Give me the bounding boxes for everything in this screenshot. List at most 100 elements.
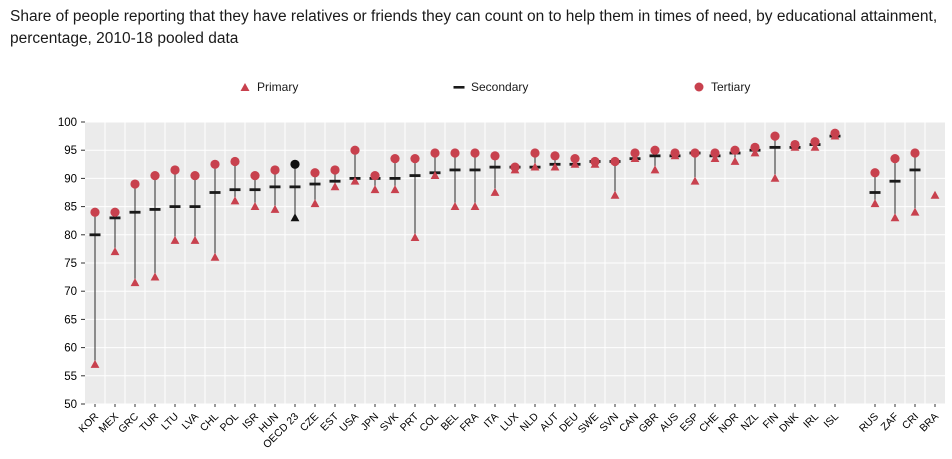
tertiary-circle-marker xyxy=(870,168,880,178)
x-tick-label: LVA xyxy=(180,411,201,432)
tertiary-circle-marker xyxy=(750,142,760,152)
primary-triangle-marker xyxy=(630,154,640,163)
x-tick-label: NLD xyxy=(518,410,542,434)
primary-triangle-marker xyxy=(490,187,500,196)
primary-triangle-marker xyxy=(150,272,160,281)
country-nzl xyxy=(749,142,761,157)
tertiary-circle-icon xyxy=(692,81,706,93)
secondary-dash-marker xyxy=(249,188,261,192)
tertiary-circle-marker xyxy=(530,148,540,158)
primary-triangle-marker xyxy=(450,202,460,210)
secondary-dash-marker xyxy=(769,145,781,149)
y-tick-label: 65 xyxy=(64,314,77,326)
country-aut xyxy=(549,151,561,171)
x-tick-label: ITA xyxy=(482,411,501,430)
primary-triangle-marker xyxy=(710,154,720,163)
secondary-dash-marker xyxy=(389,177,401,180)
primary-triangle-marker xyxy=(890,213,900,222)
country-ita xyxy=(489,151,501,196)
x-tick-label: KOR xyxy=(77,410,102,435)
tertiary-circle-marker xyxy=(90,207,100,217)
x-tick-label: EST xyxy=(318,410,341,433)
primary-triangle-marker xyxy=(110,247,120,256)
country-svk xyxy=(389,154,401,194)
country-can xyxy=(629,148,641,163)
tertiary-circle-marker xyxy=(690,148,700,158)
primary-triangle-marker xyxy=(930,190,940,199)
primary-triangle-marker xyxy=(570,159,580,168)
secondary-dash-marker xyxy=(149,208,161,211)
x-tick-label: CZE xyxy=(298,411,321,434)
x-tick-label: CRI xyxy=(900,411,921,432)
x-tick-label: CHL xyxy=(198,411,221,434)
tertiary-circle-marker xyxy=(230,156,240,167)
y-axis: 50 55 60 65 70 75 80 85 90 95 100 xyxy=(58,117,85,411)
country-deu xyxy=(569,154,581,168)
legend-item-secondary: Secondary xyxy=(452,80,528,94)
primary-triangle-marker xyxy=(270,204,280,213)
x-tick-label: AUS xyxy=(657,411,681,435)
x-tick-label: SWE xyxy=(576,411,601,436)
country-prt xyxy=(409,154,421,242)
primary-triangle-marker xyxy=(870,199,880,208)
tertiary-circle-marker xyxy=(510,162,520,172)
country-tur xyxy=(149,170,161,281)
secondary-dash-marker xyxy=(289,185,301,189)
y-tick-label: 50 xyxy=(64,399,77,411)
secondary-dash-marker xyxy=(869,191,881,194)
tertiary-circle-marker xyxy=(330,165,340,175)
country-rus xyxy=(869,168,881,208)
tertiary-circle-marker xyxy=(710,148,720,158)
x-tick-label: POL xyxy=(218,411,241,434)
x-tick-label: LUX xyxy=(498,411,521,434)
country-isl xyxy=(829,128,841,140)
country-bel xyxy=(449,148,461,210)
tertiary-circle-marker xyxy=(270,165,280,175)
secondary-dash-marker xyxy=(109,216,121,220)
x-tick-label: USA xyxy=(337,411,361,435)
primary-triangle-marker xyxy=(730,156,740,165)
primary-triangle-marker xyxy=(550,162,560,171)
legend-item-primary: Primary xyxy=(238,80,298,94)
tertiary-circle-marker xyxy=(490,151,500,161)
legend-label-secondary: Secondary xyxy=(471,80,529,94)
country-usa xyxy=(349,145,361,185)
x-tick-label: COL xyxy=(417,411,441,435)
x-tick-label: TUR xyxy=(137,410,161,434)
primary-triangle-marker xyxy=(530,162,540,171)
tertiary-circle-marker xyxy=(810,137,820,147)
x-tick-label: GBR xyxy=(637,410,662,435)
tertiary-circle-marker xyxy=(730,145,740,155)
x-tick-label: BRA xyxy=(917,411,941,435)
x-tick-label: PRT xyxy=(398,410,422,434)
tertiary-circle-marker xyxy=(670,148,680,158)
y-tick-label: 95 xyxy=(64,145,77,157)
secondary-dash-marker xyxy=(189,205,201,208)
x-tick-label: NZL xyxy=(739,411,762,434)
country-pol xyxy=(229,156,241,205)
country-dnk xyxy=(789,139,801,151)
country-cze xyxy=(309,168,321,208)
x-tick-label: DNK xyxy=(777,411,801,435)
x-tick-label: CAN xyxy=(617,411,641,435)
x-tick-label: FRA xyxy=(458,411,481,434)
y-tick-label: 70 xyxy=(64,286,77,298)
tertiary-circle-marker xyxy=(830,128,840,138)
tertiary-circle-marker xyxy=(790,139,800,150)
country-irl xyxy=(809,137,821,151)
x-tick-label: MEX xyxy=(97,411,122,436)
country-ltu xyxy=(169,165,181,244)
secondary-dash-marker xyxy=(889,179,901,183)
x-tick-label: CHE xyxy=(697,411,721,435)
country-hun xyxy=(269,165,281,213)
tertiary-circle-marker xyxy=(770,131,780,141)
y-tick-label: 85 xyxy=(64,202,77,214)
y-tick-label: 80 xyxy=(64,230,77,242)
secondary-dash-marker xyxy=(229,188,241,192)
y-tick-label: 90 xyxy=(64,173,77,185)
primary-triangle-marker xyxy=(350,176,360,185)
country-nld xyxy=(529,148,541,171)
legend-item-tertiary: Tertiary xyxy=(692,80,750,94)
primary-triangle-marker xyxy=(210,252,220,261)
